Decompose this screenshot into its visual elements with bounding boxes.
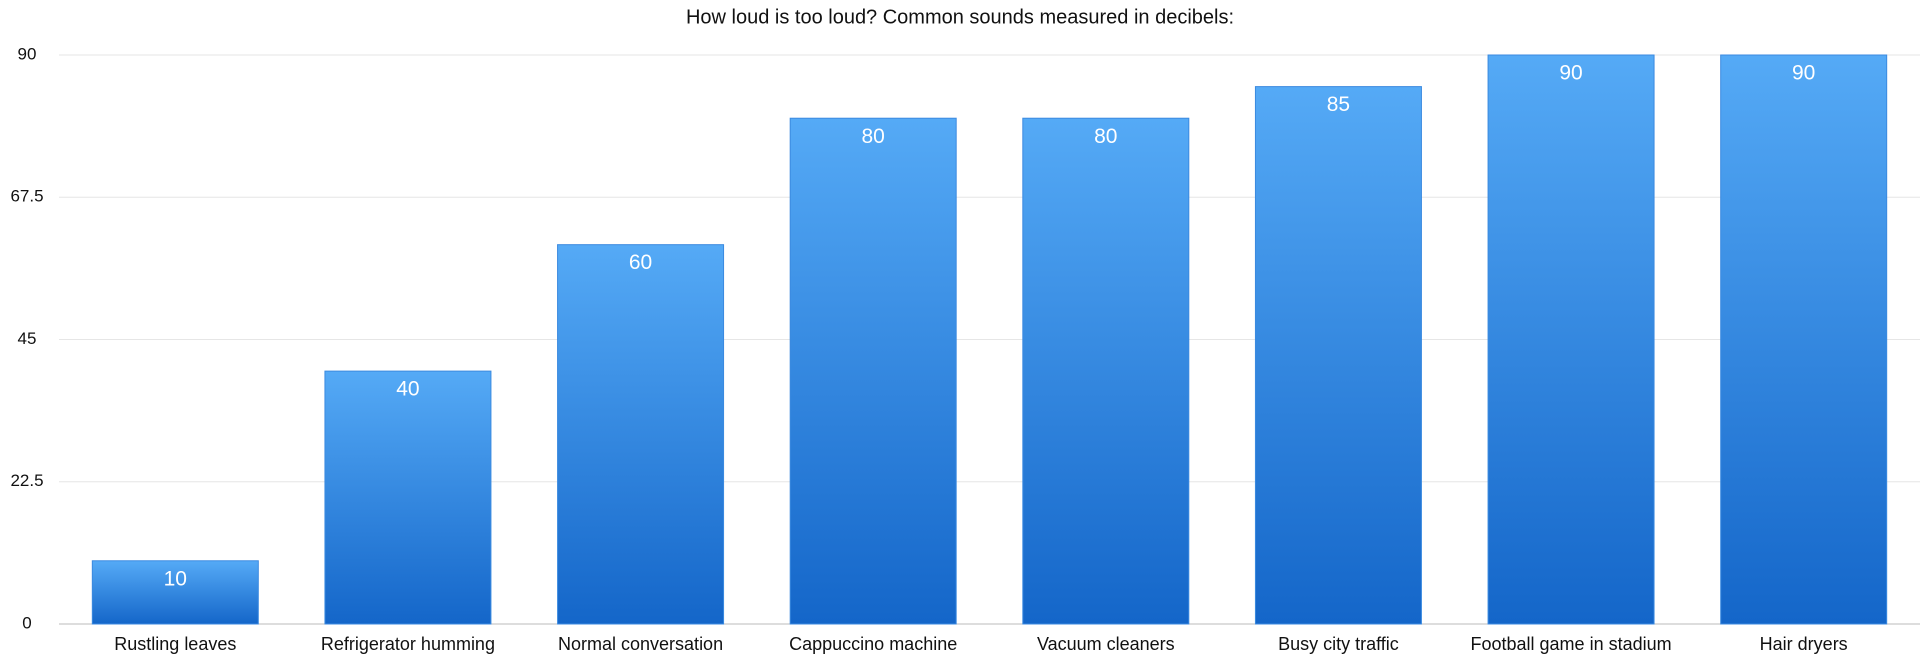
bar xyxy=(557,244,725,625)
x-tick-label: Hair dryers xyxy=(1760,634,1848,654)
bar xyxy=(1487,54,1655,625)
bar xyxy=(1254,86,1422,625)
y-tick-label: 67.5 xyxy=(10,187,43,206)
bar xyxy=(1022,117,1190,625)
x-tick-label: Busy city traffic xyxy=(1278,634,1399,654)
y-tick-label: 22.5 xyxy=(10,471,43,490)
chart-title: How loud is too loud? Common sounds meas… xyxy=(686,6,1234,28)
x-tick-label: Cappuccino machine xyxy=(789,634,957,654)
y-tick-label: 45 xyxy=(18,329,37,348)
x-tick-label: Football game in stadium xyxy=(1471,634,1672,654)
value-label: 80 xyxy=(1094,125,1117,148)
value-label: 10 xyxy=(164,567,187,590)
x-tick-label: Refrigerator humming xyxy=(321,634,495,654)
bar xyxy=(789,117,957,625)
value-label: 85 xyxy=(1327,93,1350,116)
bar xyxy=(324,370,492,625)
x-tick-label: Rustling leaves xyxy=(114,634,236,654)
value-label: 90 xyxy=(1792,62,1815,85)
bar xyxy=(1720,54,1888,625)
value-label: 40 xyxy=(396,378,419,401)
x-tick-label: Vacuum cleaners xyxy=(1037,634,1175,654)
y-tick-label: 90 xyxy=(18,44,37,63)
bar xyxy=(91,560,259,625)
x-tick-label: Normal conversation xyxy=(558,634,723,654)
value-label: 80 xyxy=(862,125,885,148)
y-tick-label: 0 xyxy=(22,613,31,632)
value-label: 90 xyxy=(1559,62,1582,85)
value-label: 60 xyxy=(629,251,652,274)
